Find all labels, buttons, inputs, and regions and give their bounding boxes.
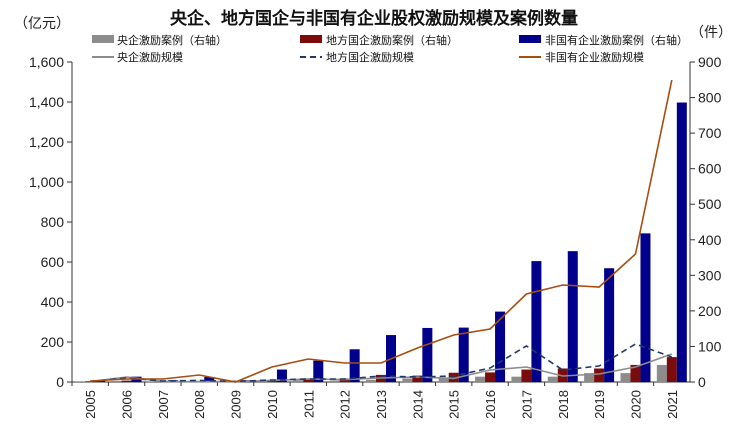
bar-soe-cases [547,376,558,382]
right-tick-label: 100 [698,338,722,354]
right-tick-label: 200 [698,303,722,319]
right-tick-label: 300 [698,267,722,283]
bar-private-cases [349,349,360,382]
x-tick-label: 2019 [592,390,607,419]
plot-area: 0 200 400 600 800 1,000 1,200 1,400 1,600 0 100 200… [29,54,722,419]
left-tick-label: 1,200 [29,134,64,150]
right-tick-label: 400 [698,232,722,248]
x-tick-label: 2020 [628,390,643,419]
legend-swatch-soe-cases [92,35,114,43]
legend-item-local-cases: 地方国企激励案例（右轴） [300,33,458,47]
right-tick-label: 500 [698,196,722,212]
bar-private-cases [458,327,469,382]
left-tick-label: 1,600 [29,54,64,70]
right-tick-label: 700 [698,125,722,141]
line-soe-scale [90,353,673,383]
bar-soe-cases [366,379,376,382]
left-tick-label: 1,400 [29,94,64,110]
legend-item-private-cases: 非国有企业激励案例（右轴） [519,33,688,47]
bar-soe-cases [329,380,340,382]
x-tick-label: 2011 [301,390,316,418]
right-tick-label: 800 [698,90,722,106]
legend-label-local-cases: 地方国企激励案例（右轴） [326,33,458,47]
bar-local-cases [485,372,496,382]
legend-label-private-scale: 非国有企业激励规模 [545,50,644,64]
bar-local-cases [521,369,532,382]
x-tick-label: 2014 [410,390,425,419]
legend-label-soe-cases: 央企激励案例（右轴） [117,33,227,47]
bar-local-cases [121,380,132,382]
bar-soe-cases [511,376,522,382]
bar-local-cases [594,368,605,382]
x-tick-label: 2015 [447,390,462,419]
x-tick-label: 2017 [519,390,534,419]
bar-private-cases [531,261,542,382]
bar-private-cases [95,380,106,382]
x-tick-label: 2010 [265,390,280,419]
x-tick-label: 2009 [229,390,244,419]
right-tick-label: 900 [698,54,722,70]
bar-local-cases [303,378,314,382]
x-tick-label: 2016 [483,390,498,419]
legend-item-local-scale: 地方国企激励规模 [300,50,414,64]
bar-soe-cases [475,376,486,382]
bar-private-cases [276,369,287,382]
bar-local-cases [630,364,641,382]
left-tick-label: 1,000 [29,174,64,190]
line-local-scale [90,343,673,383]
legend-label-local-scale: 地方国企激励规模 [326,50,414,64]
bar-private-cases [604,268,615,382]
bar-private-cases [495,311,506,382]
bar-private-cases [567,251,578,382]
bar-soe-cases [402,378,413,382]
left-tick-label: 400 [41,294,65,310]
legend-item-soe-scale: 央企激励规模 [92,50,183,64]
legend-label-private-cases: 非国有企业激励案例（右轴） [545,33,688,47]
left-tick-label: 800 [41,214,65,230]
bar-private-cases [640,233,651,382]
x-tick-label: 2007 [156,390,171,419]
right-tick-label: 600 [698,161,722,177]
left-tick-label: 600 [41,254,65,270]
bar-local-cases [412,375,423,382]
left-tick-label: 200 [41,334,65,350]
legend-item-soe-cases: 央企激励案例（右轴） [92,33,227,47]
x-tick-label: 2008 [192,390,207,419]
x-tick-label: 2006 [120,390,135,419]
bar-soe-cases [620,373,631,382]
bar-soe-cases [75,381,86,382]
left-tick-label: 0 [56,374,64,390]
bar-soe-cases [293,380,304,382]
bar-local-cases [448,372,459,382]
bar-local-cases [666,357,677,382]
line-private-scale [90,79,673,383]
chart-title: 央企、地方国企与非国有企业股权激励规模及案例数量 [170,8,578,29]
bar-private-cases [422,327,433,382]
legend-swatch-local-cases [300,35,322,43]
legend: 央企激励案例（右轴） 地方国企激励案例（右轴） 非国有企业激励案例（右轴） 央企… [92,33,688,64]
bar-soe-cases [147,381,158,382]
legend-label-soe-scale: 央企激励规模 [117,50,183,64]
bar-private-cases [313,360,324,382]
x-tick-label: 2021 [665,390,680,419]
left-axis-unit: （亿元） [14,16,70,32]
x-tick-label: 2005 [83,390,98,419]
x-tick-label: 2018 [556,390,571,419]
bar-soe-cases [438,377,449,382]
bar-soe-cases [584,373,595,382]
legend-swatch-private-cases [519,35,541,43]
right-tick-label: 0 [698,374,706,390]
right-axis-unit: （件） [690,25,732,41]
bar-private-cases [204,377,215,382]
bar-private-cases [676,102,687,383]
legend-item-private-scale: 非国有企业激励规模 [519,50,644,64]
bar-soe-cases [111,380,122,382]
bar-soe-cases [656,364,667,382]
bar-local-cases [85,381,96,382]
x-tick-label: 2013 [374,390,389,419]
x-tick-label: 2012 [338,390,353,419]
